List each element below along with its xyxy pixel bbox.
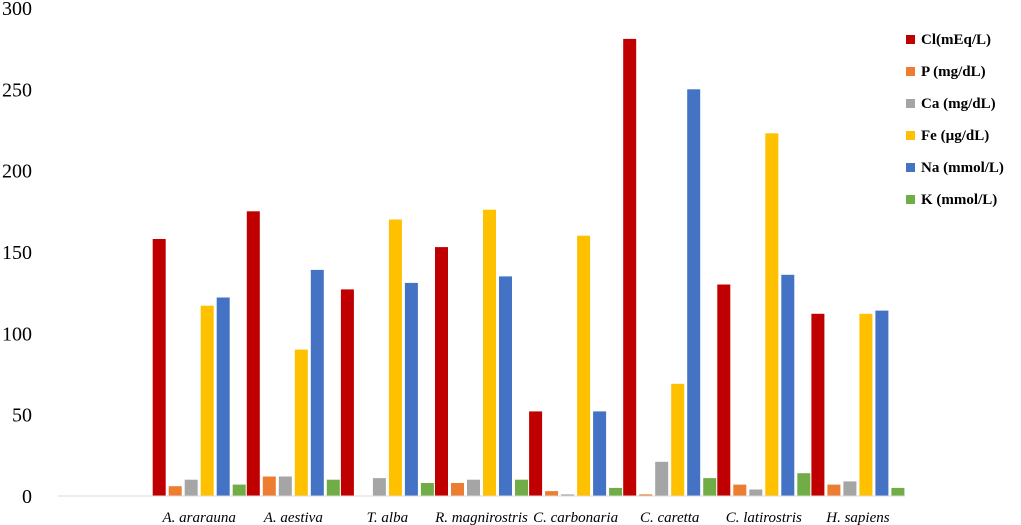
bar-7-2	[749, 489, 763, 496]
bar-7-1	[733, 484, 747, 496]
bar-1-0	[152, 239, 166, 496]
bar-2-0	[246, 211, 260, 497]
legend: Cl(mEq/L) P (mg/dL) Ca (mg/dL) Fe (µg/dL) Na…	[906, 32, 1004, 208]
bar-6-2	[655, 461, 669, 496]
bar-3-3	[388, 219, 402, 496]
x-tick-label-8: H. sapiens	[825, 510, 889, 525]
legend-label-1: P (mg/dL)	[921, 64, 986, 80]
y-tick-label-150: 150	[2, 242, 32, 264]
x-tick-label-1: A. ararauna	[161, 510, 235, 525]
bar-8-3	[859, 313, 873, 496]
bar-5-0	[529, 411, 543, 496]
x-tick-label-7: C. latirostris	[726, 510, 802, 525]
bar-3-0	[340, 289, 354, 496]
legend-swatch-2	[906, 99, 915, 108]
legend-label-5: K (mmol/L)	[921, 192, 997, 208]
bar-4-2	[467, 479, 480, 496]
x-tick-label-5: C. carbonaria	[533, 510, 618, 525]
bar-2-1	[262, 476, 276, 496]
bar-5-4	[593, 411, 607, 496]
y-tick-label-200: 200	[2, 161, 32, 183]
bar-7-4	[781, 274, 795, 496]
bar-8-1	[827, 484, 841, 496]
legend-label-4: Na (mmol/L)	[921, 160, 1004, 176]
y-tick-label-300: 300	[2, 0, 32, 20]
bar-4-1	[451, 483, 464, 496]
x-tick-label-3: T. alba	[367, 510, 408, 525]
y-tick-label-50: 50	[12, 405, 32, 427]
bar-7-3	[765, 133, 779, 497]
legend-swatch-1	[906, 67, 915, 76]
bar-6-5	[703, 478, 717, 496]
bars	[152, 38, 905, 497]
bar-2-5	[326, 479, 340, 496]
legend-label-2: Ca (mg/dL)	[921, 96, 996, 112]
y-tick-label-100: 100	[2, 323, 32, 345]
bar-1-1	[168, 486, 182, 496]
bar-5-1	[545, 491, 559, 496]
bar-7-5	[797, 473, 811, 496]
bar-1-2	[184, 479, 198, 496]
x-axis-labels: A. ararauna A. aestiva T. alba R. magnirost…	[161, 510, 889, 525]
bar-2-2	[278, 476, 292, 496]
legend-swatch-5	[906, 195, 915, 204]
bar-6-0	[623, 38, 637, 497]
x-tick-label-6: C. caretta	[640, 510, 699, 525]
legend-swatch-3	[906, 131, 915, 140]
legend-swatch-0	[906, 35, 915, 44]
legend-swatch-4	[906, 163, 915, 172]
bar-3-2	[372, 478, 386, 496]
bar-4-0	[435, 247, 448, 496]
bar-4-3	[483, 209, 496, 496]
y-axis: 0 50 100 150 200 250 300	[2, 0, 32, 508]
legend-label-3: Fe (µg/dL)	[921, 128, 989, 144]
bar-6-1	[639, 494, 653, 496]
bar-8-0	[811, 313, 825, 496]
bar-3-4	[404, 282, 418, 496]
bar-6-3	[671, 383, 685, 496]
bar-2-4	[310, 269, 324, 496]
bar-2-3	[294, 349, 308, 496]
bar-8-4	[875, 310, 889, 496]
bar-4-5	[515, 479, 528, 496]
bar-1-4	[216, 297, 230, 496]
bar-8-2	[843, 481, 857, 496]
bar-6-4	[687, 89, 701, 497]
bar-4-4	[499, 276, 512, 496]
bar-3-5	[420, 483, 434, 496]
bar-8-5	[891, 487, 905, 496]
bar-1-5	[232, 484, 246, 496]
bar-5-2	[561, 494, 575, 496]
x-tick-label-2: A. aestiva	[263, 510, 323, 525]
bar-5-3	[577, 235, 591, 496]
bar-7-0	[717, 284, 731, 496]
y-tick-label-0: 0	[22, 486, 32, 508]
y-tick-label-250: 250	[2, 79, 32, 101]
legend-label-0: Cl(mEq/L)	[921, 32, 991, 48]
bar-5-5	[609, 487, 623, 496]
x-tick-label-4: R. magnirostris	[434, 510, 528, 525]
bar-1-3	[200, 305, 214, 496]
